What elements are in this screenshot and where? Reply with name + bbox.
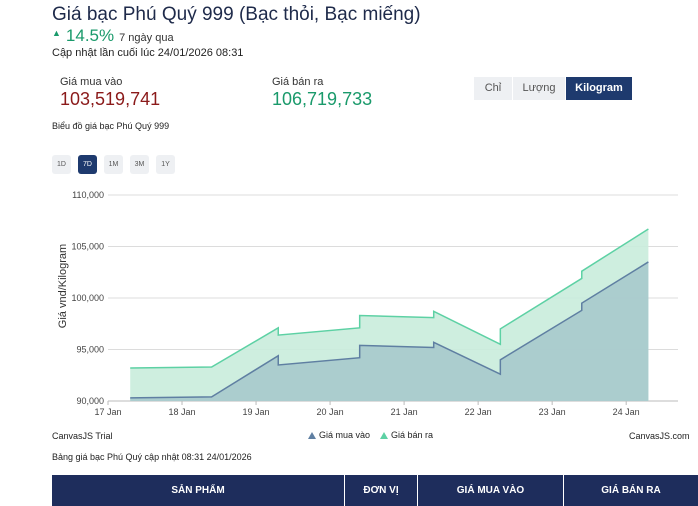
line-sell: [130, 228, 649, 369]
last-updated: Cập nhật lần cuối lúc 24/01/2026 08:31: [52, 47, 244, 59]
x-tick-label: 18 Jan: [169, 407, 196, 417]
range-tab-1y[interactable]: 1Y: [156, 155, 175, 174]
area-buy: [130, 261, 649, 401]
unit-tab-kilogram[interactable]: Kilogram: [566, 77, 632, 100]
canvasjs-trial: CanvasJS Trial: [52, 431, 113, 441]
x-tick-label: 19 Jan: [243, 407, 270, 417]
legend-item-sell[interactable]: Giá bán ra: [380, 430, 433, 440]
buy-price-block: Giá mua vào 103,519,741: [60, 76, 160, 110]
legend-marker-sell-icon: [380, 431, 389, 439]
sell-price-block: Giá bán ra 106,719,733: [272, 76, 372, 110]
y-axis-label: Giá vnd/Kilogram: [57, 244, 69, 328]
buy-price-label: Giá mua vào: [60, 76, 123, 88]
page-title: Giá bạc Phú Quý 999 (Bạc thỏi, Bạc miếng…: [52, 4, 421, 25]
buy-price-value: 103,519,741: [60, 89, 161, 109]
range-tab-1m[interactable]: 1M: [104, 155, 123, 174]
range-tab-7d[interactable]: 7D: [78, 155, 97, 174]
canvasjs-brand: CanvasJS.com: [629, 431, 690, 441]
table-caption: Bảng giá bạc Phú Quý cập nhật 08:31 24/0…: [52, 452, 252, 462]
x-tick-label: 20 Jan: [317, 407, 344, 417]
x-tick-label: 24 Jan: [613, 407, 640, 417]
range-tab-3m[interactable]: 3M: [130, 155, 149, 174]
range-tab-1d[interactable]: 1D: [52, 155, 71, 174]
y-tick-label: 90,000: [76, 396, 104, 406]
change-percent: 14.5%: [65, 26, 115, 45]
legend-label-buy: Giá mua vào: [319, 430, 371, 440]
x-tick-label: 23 Jan: [539, 407, 566, 417]
chart-caption: Biểu đồ giá bạc Phú Quý 999: [52, 121, 170, 131]
range-tabs: 1D 7D 1M 3M 1Y: [52, 155, 175, 174]
unit-tab-chi[interactable]: Chỉ: [474, 77, 512, 100]
change-period: 7 ngày qua: [119, 32, 174, 44]
th-sell: GIÁ BÁN RA: [601, 485, 661, 496]
unit-tabs: Chỉ Lượng Kilogram: [474, 77, 633, 100]
unit-tab-luong[interactable]: Lượng: [513, 77, 565, 100]
th-product: SẢN PHẨM: [52, 475, 345, 506]
x-tick-label: 17 Jan: [94, 407, 121, 417]
price-change: ▲ 14.5% 7 ngày qua: [52, 26, 174, 46]
th-unit: ĐƠN VỊ: [345, 475, 418, 506]
y-tick-label: 105,000: [71, 242, 104, 252]
price-table-header: SẢN PHẨM ĐƠN VỊ GIÁ MUA VÀO GIÁ BÁN RA: [52, 475, 698, 506]
x-tick-label: 21 Jan: [391, 407, 418, 417]
legend-item-buy[interactable]: Giá mua vào: [308, 430, 370, 440]
y-tick-label: 110,000: [72, 190, 104, 200]
th-buy: GIÁ MUA VÀO: [418, 475, 564, 506]
sell-price-label: Giá bán ra: [272, 76, 324, 88]
line-buy: [130, 261, 649, 399]
up-arrow-icon: ▲: [52, 28, 61, 38]
price-chart: 90,000 95,000 100,000 105,000 110,000 17 Jan 1…: [57, 190, 678, 417]
legend-label-sell: Giá bán ra: [391, 430, 434, 440]
y-tick-label: 95,000: [76, 345, 104, 355]
x-tick-label: 22 Jan: [465, 407, 492, 417]
y-tick-label: 100,000: [71, 293, 104, 303]
legend-marker-buy-icon: [308, 431, 316, 439]
chart-legend: Giá mua vào Giá bán ra: [308, 430, 433, 440]
sell-price-value: 106,719,733: [272, 89, 373, 109]
